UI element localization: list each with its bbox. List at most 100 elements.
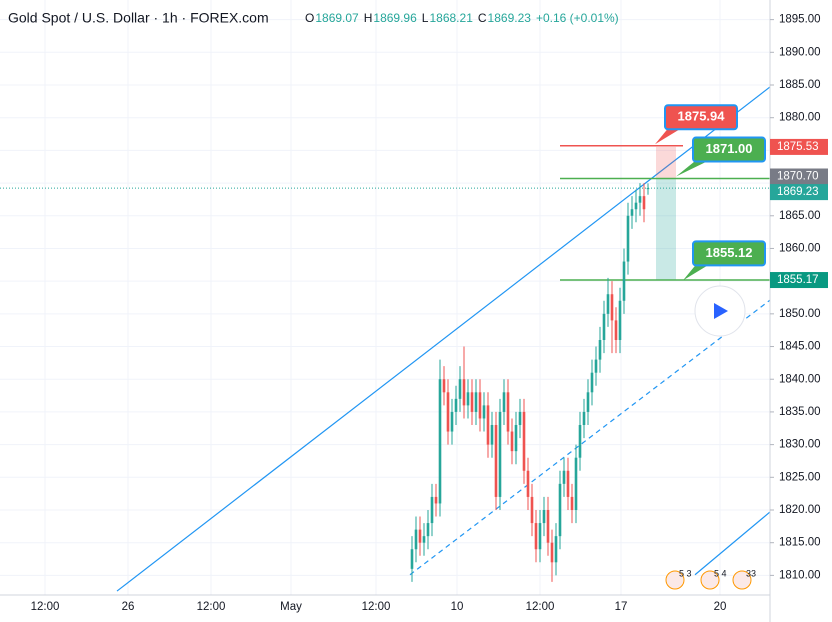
candle-body	[566, 470, 570, 497]
ohlc-value: 1869.96	[373, 11, 417, 25]
y-tick-label: 1845.00	[779, 341, 821, 353]
candle-body	[426, 523, 430, 537]
candle-body	[646, 188, 650, 190]
candle-body	[450, 411, 454, 432]
candle-body	[598, 340, 602, 360]
price-label: 1869.23	[777, 186, 819, 198]
x-tick-label: 12:00	[526, 601, 555, 613]
candle-body	[638, 196, 642, 203]
candle-body	[418, 529, 422, 543]
y-tick-label: 1815.00	[779, 537, 821, 549]
legend-header: Gold Spot / U.S. Dollar · 1h · FOREX.com…	[8, 10, 619, 26]
candle-body	[454, 398, 458, 412]
grid	[0, 0, 770, 595]
candle-body	[498, 411, 502, 497]
x-tick-label: 17	[615, 601, 628, 613]
candle-body	[442, 379, 446, 393]
candle-body	[562, 470, 566, 484]
callout-label: 1855.12	[706, 245, 753, 260]
ohlc-key: H	[364, 11, 373, 25]
event-label: 33	[746, 568, 756, 578]
y-tick-label: 1835.00	[779, 406, 821, 418]
price-label: 1855.17	[777, 274, 819, 286]
play-button[interactable]	[694, 285, 746, 337]
candle-body	[574, 457, 578, 510]
ohlc-value: 1868.21	[429, 11, 473, 25]
candle-body	[618, 300, 622, 340]
price-label: 1875.53	[777, 141, 819, 153]
y-tick-label: 1880.00	[779, 112, 821, 124]
x-tick-label: May	[280, 601, 302, 613]
candle-body	[462, 379, 466, 406]
stop-zone	[656, 146, 676, 179]
candle-body	[510, 431, 514, 452]
candle-body	[518, 411, 522, 425]
candle-body	[626, 215, 630, 262]
callout-label: 1875.94	[678, 109, 726, 124]
candle-body	[438, 379, 442, 504]
candle-body	[610, 294, 614, 321]
x-tick-label: 20	[714, 601, 727, 613]
y-tick-label: 1820.00	[779, 504, 821, 516]
candle-body	[434, 496, 438, 504]
candle-body	[474, 392, 478, 412]
candle-body	[458, 379, 462, 399]
candle-body	[414, 529, 418, 550]
trend-line	[116, 86, 771, 592]
callout-box	[692, 136, 766, 163]
y-tick-label: 1825.00	[779, 471, 821, 483]
event-icon	[700, 570, 720, 590]
candle-body	[630, 209, 634, 216]
candle-body	[466, 392, 470, 406]
ohlc-key: O	[305, 11, 314, 25]
candle-body	[590, 372, 594, 393]
candle-body	[542, 510, 546, 524]
candle-body	[634, 202, 638, 210]
candle-body	[422, 536, 426, 543]
change: +0.16 (+0.01%)	[536, 11, 619, 25]
candle-body	[502, 392, 506, 412]
candle-body	[486, 405, 490, 445]
candle-body	[506, 392, 510, 432]
y-tick-label: 1830.00	[779, 439, 821, 451]
event-icon	[665, 570, 685, 590]
callout-label: 1871.00	[706, 141, 753, 156]
candle-body	[478, 392, 482, 419]
candle-body	[606, 294, 610, 314]
candle-body	[622, 261, 626, 301]
y-tick-label: 1890.00	[779, 46, 821, 58]
candle-body	[534, 523, 538, 550]
ohlc-key: C	[478, 11, 487, 25]
y-tick-label: 1850.00	[779, 308, 821, 320]
candle-body	[538, 523, 542, 550]
price-label-box	[770, 138, 828, 155]
play-icon[interactable]	[714, 303, 728, 319]
y-tick-label: 1860.00	[779, 242, 821, 254]
ohlc-key: L	[422, 11, 429, 25]
price-label: 1870.70	[777, 171, 819, 183]
price-label-box	[770, 272, 828, 289]
candle-body	[522, 411, 526, 471]
candle-body	[582, 411, 586, 425]
symbol-title: Gold Spot / U.S. Dollar · 1h · FOREX.com	[8, 10, 269, 26]
candle-body	[446, 392, 450, 432]
price-label-box	[770, 168, 828, 185]
x-tick-label: 12:00	[197, 601, 226, 613]
y-tick-label: 1810.00	[779, 569, 821, 581]
candle-body	[614, 320, 618, 340]
callout-pointer	[683, 263, 711, 281]
plot: 1875.94 1871.00 1855.12 5 3 5 4 33	[0, 86, 771, 592]
price-label-box	[770, 184, 828, 201]
x-tick-label: 26	[122, 601, 135, 613]
candle-body	[546, 510, 550, 543]
ohlc-value: 1869.07	[315, 11, 359, 25]
candle-body	[482, 405, 486, 419]
trend-line	[694, 511, 771, 576]
candle-body	[514, 425, 518, 452]
candle-body	[494, 425, 498, 497]
candle-body	[554, 536, 558, 563]
trend-line	[409, 299, 771, 576]
candle-body	[578, 425, 582, 458]
